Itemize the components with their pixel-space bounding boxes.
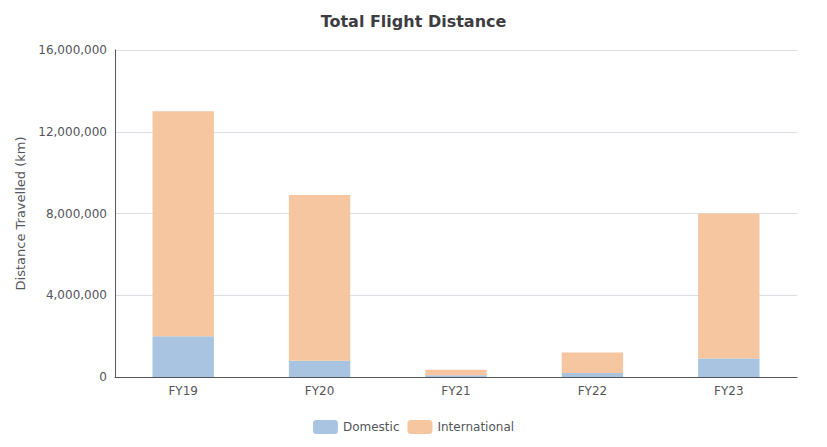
svg-text:16,000,000: 16,000,000: [38, 43, 107, 57]
svg-text:Distance Travelled (km): Distance Travelled (km): [13, 137, 28, 291]
svg-text:FY22: FY22: [578, 384, 608, 398]
svg-text:International: International: [437, 420, 514, 434]
svg-text:FY23: FY23: [714, 384, 744, 398]
svg-text:12,000,000: 12,000,000: [38, 125, 107, 139]
svg-text:FY21: FY21: [441, 384, 471, 398]
svg-text:Domestic: Domestic: [343, 420, 400, 434]
svg-text:FY20: FY20: [305, 384, 335, 398]
svg-text:4,000,000: 4,000,000: [46, 288, 107, 302]
svg-text:8,000,000: 8,000,000: [46, 207, 107, 221]
svg-text:FY19: FY19: [168, 384, 198, 398]
svg-text:0: 0: [99, 370, 107, 384]
svg-text:Total Flight Distance: Total Flight Distance: [321, 12, 507, 31]
